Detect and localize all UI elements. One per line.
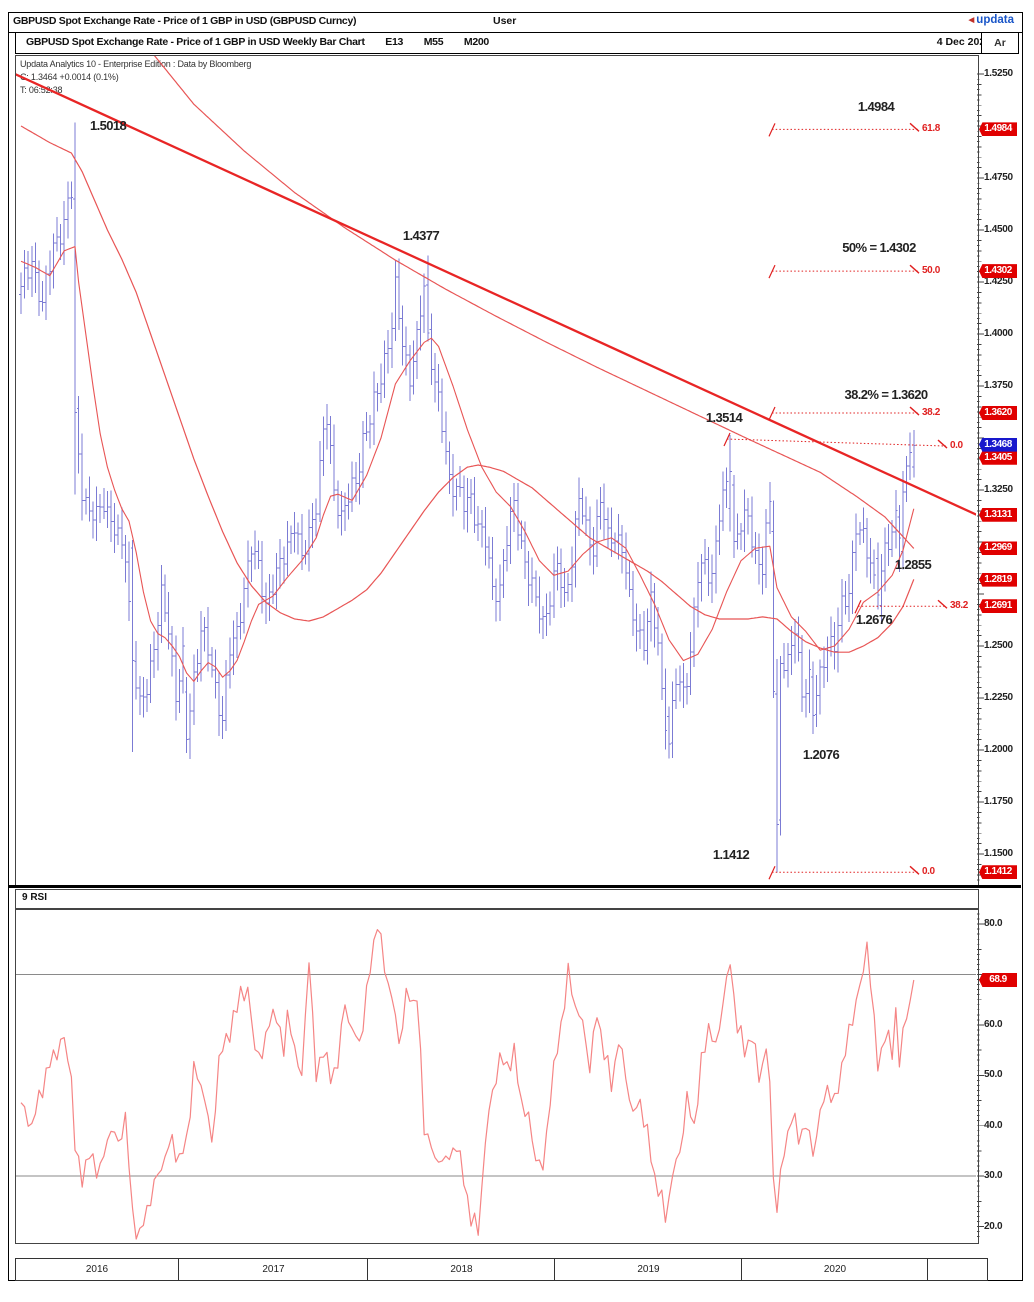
year-label-2016: 2016: [85, 1264, 109, 1275]
rsi-chart-area[interactable]: [15, 908, 979, 1244]
time-label: T: 06:52:38: [20, 85, 63, 95]
fib-arrow-icon: [909, 122, 920, 132]
fib-arrow-icon: [909, 406, 920, 416]
fib-arrow-icon: [937, 599, 948, 609]
m55-ma-line: [20, 125, 915, 653]
chart-subtitle-text: GBPUSD Spot Exchange Rate - Price of 1 G…: [26, 36, 365, 48]
ar-tool-button[interactable]: Ar: [981, 32, 1019, 54]
rsi-header: [15, 889, 979, 910]
year-label-2019: 2019: [554, 1259, 742, 1280]
fib-left-tick: [768, 264, 776, 279]
updata-logo-text: updata: [976, 14, 1014, 26]
fib-left-tick: [768, 123, 776, 137]
panel-splitter[interactable]: [8, 885, 1021, 888]
chart-subtitle: GBPUSD Spot Exchange Rate - Price of 1 G…: [26, 36, 489, 48]
rsi-line: [20, 928, 915, 1240]
indicator-m200-label: M200: [463, 36, 489, 48]
fib-left-tick: [723, 432, 731, 447]
year-label-2017: 2017: [178, 1259, 368, 1280]
year-label-2018: 2018: [367, 1259, 555, 1280]
rsi-label: 9 RSI: [22, 892, 48, 903]
year-label-2020: 2020: [741, 1259, 928, 1280]
fib-left-tick: [768, 406, 776, 421]
app-edition-label: Updata Analytics 10 - Enterprise Edition…: [20, 59, 252, 69]
quote-info-block: Updata Analytics 10 - Enterprise Edition…: [20, 58, 251, 97]
subtitle-bar: GBPUSD Spot Exchange Rate - Price of 1 G…: [15, 32, 991, 54]
price-series-group: [16, 56, 976, 873]
chart-title: GBPUSD Spot Exchange Rate - Price of 1 G…: [13, 15, 357, 27]
indicator-e13-label: E13: [385, 36, 404, 48]
date-label: 4 Dec 2020: [936, 36, 991, 48]
updata-logo-icon: ◄: [966, 15, 977, 26]
last-price-label: C: 1.3464 +0.0014 (0.1%): [20, 72, 119, 82]
fib-left-tick: [768, 866, 776, 880]
m200-ma-line: [153, 56, 915, 549]
user-label: User: [493, 15, 517, 27]
fib-arrow-icon: [909, 264, 920, 274]
fib-arrow-icon: [937, 439, 948, 449]
e13-ema-line: [20, 246, 915, 682]
fib-left-tick: [854, 600, 862, 614]
fib-arrow-icon: [909, 865, 920, 875]
downtrend-line: [16, 73, 976, 516]
fib-level-line-0.0: [726, 438, 947, 447]
updata-logo: ◄updata: [966, 14, 1014, 26]
rsi-series-group: [16, 928, 976, 1240]
indicator-m55-label: M55: [423, 36, 444, 48]
year-cell-empty: [927, 1259, 988, 1280]
year-axis: 2016 2017 2018 2019 2020: [15, 1258, 988, 1281]
